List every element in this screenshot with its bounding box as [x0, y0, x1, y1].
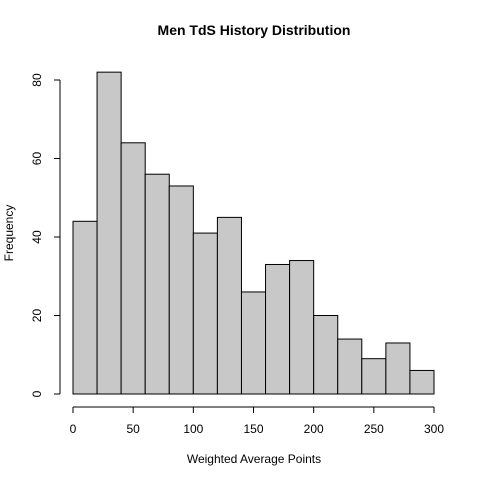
x-tick-label: 50: [126, 422, 140, 436]
histogram-bar: [192, 232, 218, 395]
histogram-bar: [337, 338, 363, 395]
x-tick-label: 100: [183, 422, 203, 436]
y-axis: 0 20 40 60 80: [30, 73, 61, 397]
histogram-bar: [168, 185, 194, 395]
histogram-bar: [144, 173, 170, 395]
y-tick-label: 60: [30, 152, 44, 166]
histogram-bar: [265, 263, 291, 395]
bars-group: [72, 71, 435, 395]
histogram-bar: [313, 315, 339, 395]
histogram-bar: [289, 260, 315, 395]
x-axis-label: Weighted Average Points: [187, 452, 321, 466]
chart-title: Men TdS History Distribution: [158, 22, 351, 38]
x-tick-label: 300: [424, 422, 444, 436]
y-tick-label: 80: [30, 73, 44, 87]
y-tick-label: 40: [30, 230, 44, 244]
histogram-bar: [72, 220, 98, 395]
y-tick-label: 0: [30, 390, 44, 397]
histogram-bar: [216, 216, 242, 395]
y-axis-label: Frequency: [2, 205, 16, 262]
x-tick-label: 150: [243, 422, 263, 436]
x-tick-label: 0: [70, 422, 77, 436]
histogram-bar: [240, 291, 267, 395]
histogram-bar: [409, 369, 435, 395]
x-axis: 0 50 100 150 200 250 300: [70, 406, 444, 436]
x-tick-label: 250: [364, 422, 384, 436]
x-tick-label: 200: [304, 422, 324, 436]
y-tick-label: 20: [30, 309, 44, 323]
histogram-bar: [96, 71, 122, 395]
histogram-bar: [385, 342, 411, 395]
histogram-bar: [120, 142, 146, 395]
histogram-bar: [361, 358, 387, 395]
